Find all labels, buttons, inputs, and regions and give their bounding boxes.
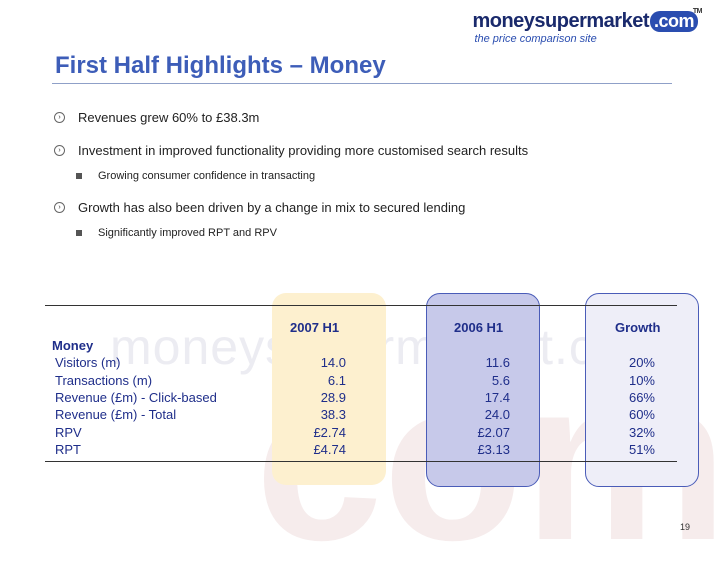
bullet-text: Revenues grew 60% to £38.3m <box>78 110 260 125</box>
bullet-text: Growth has also been driven by a change … <box>78 200 466 215</box>
circle-arrow-icon: › <box>54 145 65 156</box>
sub-bullet-item: Significantly improved RPT and RPV <box>54 227 694 239</box>
cell-growth: 20% <box>628 355 655 370</box>
sub-bullet-item: Growing consumer confidence in transacti… <box>54 170 694 182</box>
sub-bullet-text: Growing consumer confidence in transacti… <box>98 170 316 182</box>
bullet-text: Investment in improved functionality pro… <box>78 143 529 158</box>
bullet-item: › Investment in improved functionality p… <box>54 143 694 158</box>
square-bullet-icon <box>76 173 82 179</box>
cell-growth: 51% <box>628 442 655 457</box>
header-2006-h1: 2006 H1 <box>454 320 504 335</box>
cell-2007: £2.74 <box>313 425 346 440</box>
cell-2007: 14.0 <box>320 355 346 370</box>
watermark-text: moneysupermarket.com <box>110 319 667 375</box>
logo-supermarket: supermarket <box>534 10 649 32</box>
cell-2007: 38.3 <box>320 407 346 422</box>
sub-bullet-text: Significantly improved RPT and RPV <box>98 227 277 239</box>
column-highlight-2007 <box>272 293 386 485</box>
bullet-list: › Revenues grew 60% to £38.3m › Investme… <box>54 110 694 257</box>
row-label: RPV <box>55 425 82 440</box>
logo-tagline: the price comparison site <box>474 33 597 45</box>
logo-money: money <box>472 10 535 32</box>
circle-arrow-icon: › <box>54 202 65 213</box>
column-highlight-growth <box>585 293 699 487</box>
cell-2006: 17.4 <box>484 390 510 405</box>
row-label: Revenue (£m) - Click-based <box>55 390 217 405</box>
cell-2006: 24.0 <box>484 407 510 422</box>
circle-arrow-icon: › <box>54 112 65 123</box>
cell-2006: £3.13 <box>477 442 510 457</box>
logo-tm: TM <box>692 8 703 15</box>
table-top-rule <box>45 305 677 306</box>
cell-2007: 28.9 <box>320 390 346 405</box>
logo-wordmark: moneysupermarket .com TM <box>472 8 703 33</box>
header-2007-h1: 2007 H1 <box>290 320 340 335</box>
cell-growth: 10% <box>628 373 655 388</box>
table-bottom-rule <box>45 461 677 462</box>
bullet-item: › Growth has also been driven by a chang… <box>54 200 694 215</box>
cell-growth: 66% <box>628 390 655 405</box>
cell-2006: £2.07 <box>477 425 510 440</box>
page-number: 19 <box>679 522 690 532</box>
cell-2007: £4.74 <box>313 442 346 457</box>
cell-2006: 11.6 <box>485 355 510 370</box>
row-label: Revenue (£m) - Total <box>55 407 177 422</box>
title-divider <box>52 83 672 84</box>
cell-growth: 60% <box>628 407 655 422</box>
cell-2006: 5.6 <box>491 373 510 388</box>
header-growth: Growth <box>615 320 661 335</box>
row-label: Visitors (m) <box>55 355 121 370</box>
logo-com: .com <box>649 11 698 32</box>
bullet-item: › Revenues grew 60% to £38.3m <box>54 110 694 125</box>
row-label: Transactions (m) <box>55 373 153 388</box>
moneysupermarket-logo: moneysupermarket .com TM the price compar… <box>472 8 703 45</box>
row-label: RPT <box>55 442 81 457</box>
slide-title: First Half Highlights – Money <box>55 52 386 79</box>
cell-growth: 32% <box>628 425 655 440</box>
cell-2007: 6.1 <box>327 373 346 388</box>
table-section-title: Money <box>52 338 94 353</box>
square-bullet-icon <box>76 230 82 236</box>
column-highlight-2006 <box>426 293 540 487</box>
